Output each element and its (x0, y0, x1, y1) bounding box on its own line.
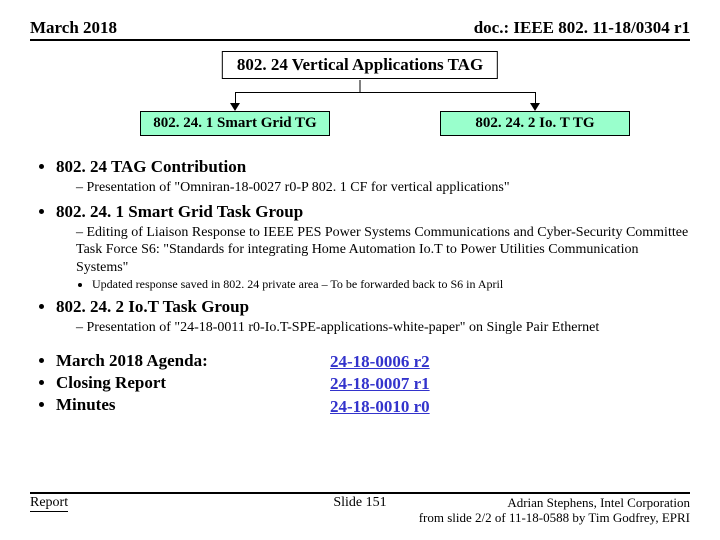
bullet-1-sub-1: Presentation of "Omniran-18-0027 r0-P 80… (76, 179, 690, 197)
agenda-item-1: March 2018 Agenda: (56, 351, 320, 371)
bullet-3: 802. 24. 2 Io.T Task Group Presentation … (56, 297, 690, 337)
content-bullets: 802. 24 TAG Contribution Presentation of… (34, 157, 690, 337)
bullet-2-subsub-1: Updated response saved in 802. 24 privat… (92, 277, 690, 292)
agenda-list: March 2018 Agenda: Closing Report Minute… (34, 351, 320, 415)
agenda-item-3: Minutes (56, 395, 320, 415)
footer-author: Adrian Stephens, Intel Corporation (419, 495, 690, 511)
footer-slide-number: Slide 151 (333, 495, 386, 511)
header-docref: doc.: IEEE 802. 11-18/0304 r1 (474, 18, 690, 38)
right-child-box: 802. 24. 2 Io. T TG (440, 111, 630, 136)
footer-left: Report (30, 495, 68, 512)
arrow-left-icon (230, 103, 240, 111)
bullet-2-sub-1: Editing of Liaison Response to IEEE PES … (76, 224, 690, 277)
arrow-right-icon (530, 103, 540, 111)
doc-link-3[interactable]: 24-18-0010 r0 (330, 396, 690, 419)
agenda-links: 24-18-0006 r2 24-18-0007 r1 24-18-0010 r… (330, 351, 690, 420)
footer-attribution: Adrian Stephens, Intel Corporation from … (419, 495, 690, 526)
bullet-1-title: 802. 24 TAG Contribution (56, 157, 246, 176)
hierarchy-diagram: 802. 24 Vertical Applications TAG 802. 2… (30, 51, 690, 151)
connector-hline (235, 92, 535, 93)
left-child-box: 802. 24. 1 Smart Grid TG (140, 111, 330, 136)
bullet-2: 802. 24. 1 Smart Grid Task Group Editing… (56, 202, 690, 293)
footer: Report Slide 151 Adrian Stephens, Intel … (30, 492, 690, 526)
footer-divider (30, 492, 690, 494)
footer-source: from slide 2/2 of 11-18-0588 by Tim Godf… (419, 510, 690, 526)
agenda-item-2: Closing Report (56, 373, 320, 393)
bullet-2-title: 802. 24. 1 Smart Grid Task Group (56, 202, 303, 221)
doc-link-1[interactable]: 24-18-0006 r2 (330, 351, 690, 374)
parent-box: 802. 24 Vertical Applications TAG (222, 51, 498, 79)
bullet-1: 802. 24 TAG Contribution Presentation of… (56, 157, 690, 197)
header-date: March 2018 (30, 18, 117, 38)
connector-vline-top (360, 80, 361, 92)
doc-link-2[interactable]: 24-18-0007 r1 (330, 373, 690, 396)
agenda-block: March 2018 Agenda: Closing Report Minute… (30, 351, 690, 420)
bullet-3-title: 802. 24. 2 Io.T Task Group (56, 297, 249, 316)
header: March 2018 doc.: IEEE 802. 11-18/0304 r1 (30, 18, 690, 41)
bullet-3-sub-1: Presentation of "24-18-0011 r0-Io.T-SPE-… (76, 319, 690, 337)
